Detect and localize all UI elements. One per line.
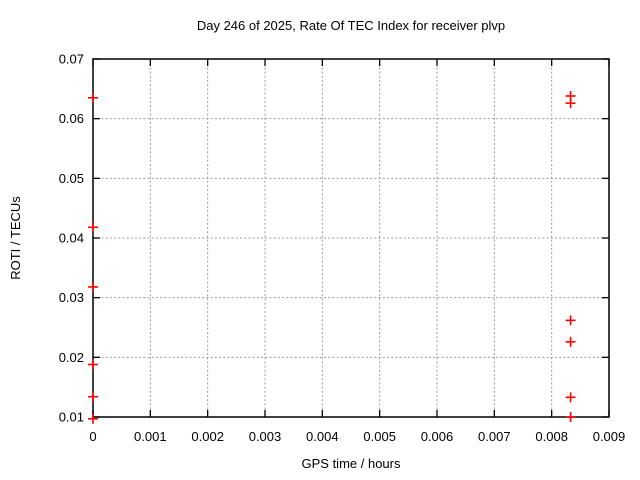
plot-border [92,58,610,418]
y-tick-label: 0.01 [59,410,84,425]
x-tick-label: 0.004 [306,429,339,444]
y-tick-label: 0.03 [59,290,84,305]
data-point-marker [88,413,98,424]
y-tick-label: 0.06 [59,111,84,126]
data-points [88,90,576,424]
x-tick-label: 0.009 [593,429,626,444]
data-point-marker [88,391,98,402]
x-tick-label: 0.001 [134,429,167,444]
x-tick-label: 0.006 [421,429,454,444]
chart-title: Day 246 of 2025, Rate Of TEC Index for r… [197,18,505,33]
x-tick-label: 0.005 [363,429,396,444]
y-tick-label: 0.05 [59,171,84,186]
data-point-marker [88,359,98,370]
x-tick-label: 0.007 [478,429,511,444]
y-tick-label: 0.04 [59,231,84,246]
x-tick-label: 0.002 [191,429,224,444]
tick-labels: 0 0.001 0.002 0.003 0.004 0.005 0.006 0.007 0.00… [59,52,626,445]
x-axis-label: GPS time / hours [302,456,401,471]
y-tick-label: 0.02 [59,350,84,365]
x-tick-label: 0 [89,429,96,444]
x-tick-label: 0.008 [535,429,568,444]
gridlines [93,59,609,417]
data-point-marker [565,336,576,347]
y-axis-label: ROTI / TECUs [8,196,23,280]
x-tick-label: 0.003 [249,429,282,444]
data-point-marker [88,281,98,292]
data-point-marker [565,412,576,422]
data-point-marker [565,392,576,403]
data-point-marker [88,92,98,103]
y-tick-label: 0.07 [59,52,84,67]
plot-border-rect [92,58,610,418]
data-point-marker [88,222,98,233]
data-point-marker [565,98,576,109]
data-point-marker [565,315,576,326]
